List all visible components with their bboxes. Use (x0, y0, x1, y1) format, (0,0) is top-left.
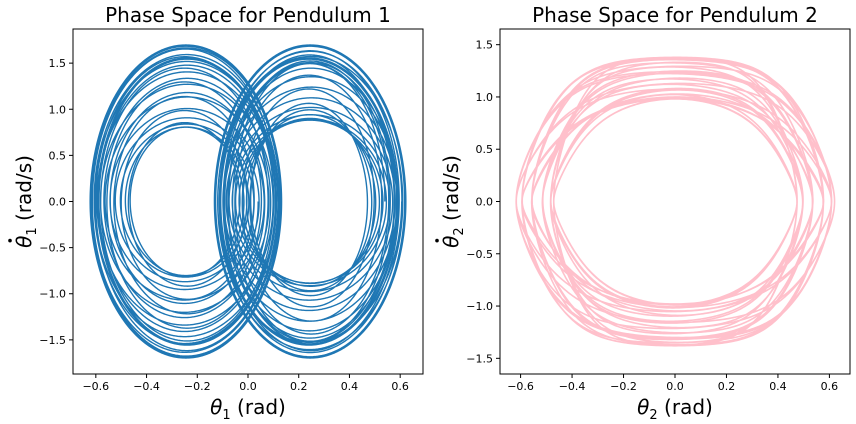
x-tick-label: 0.2 (718, 380, 736, 393)
x-label-symbol: θ (637, 395, 649, 419)
series-line-2 (90, 45, 282, 358)
outer-orbit-2 (89, 44, 283, 359)
x-tick-label: 0.2 (290, 380, 308, 393)
y-axis-label: θ2 (rad/s) (435, 155, 467, 248)
x-label-symbol: θ (210, 395, 222, 419)
y-axis-label: θ1 (rad/s) (8, 155, 40, 248)
y-label-unit: (rad/s) (12, 155, 36, 227)
y-tick-label: −1.5 (466, 352, 493, 365)
y-label-sub: 2 (452, 227, 467, 235)
x-tick-label: 0.6 (821, 380, 839, 393)
y-label-dot (435, 238, 439, 243)
x-tick-label: −0.6 (82, 380, 109, 393)
y-tick-label: 1.5 (49, 57, 67, 70)
x-tick-label: −0.4 (133, 380, 160, 393)
series-curves (515, 56, 836, 347)
y-label-symbol: θ (439, 236, 463, 248)
y-axis-label-text: θ1 (rad/s) (12, 155, 40, 248)
outer-orbit-4 (97, 57, 278, 346)
x-tick-label: −0.6 (507, 380, 534, 393)
y-tick-label: 0.0 (476, 196, 494, 209)
series-curves (89, 44, 407, 359)
y-tick-label: −1.0 (466, 300, 493, 313)
y-tick-label: 1.5 (476, 39, 494, 52)
chart-title: Phase Space for Pendulum 1 (105, 3, 391, 27)
x-label-sub: 2 (649, 408, 657, 423)
x-tick-label: 0.6 (391, 380, 409, 393)
y-tick-label: 1.0 (476, 91, 494, 104)
y-label-sub: 1 (25, 227, 40, 235)
x-tick-label: 0.4 (341, 380, 359, 393)
x-axis-label: θ2 (rad) (637, 395, 713, 423)
x-tick-label: 0.4 (769, 380, 787, 393)
panel-1: −0.6 −0.4 −0.2 0.0 0.2 0.4 0.6 −1.5 −1.0 −0.5 0.0 0… (8, 3, 424, 423)
y-label-unit: (rad/s) (439, 155, 463, 227)
series-line-1 (515, 56, 836, 347)
x-axis-label: θ1 (rad) (210, 395, 286, 423)
outer-orbit-3 (218, 57, 399, 346)
panel-2: −0.6 −0.4 −0.2 0.0 0.2 0.4 0.6 −1.5 −1.0 −0.5 0.0 0… (435, 3, 851, 423)
y-tick-label: 0.5 (49, 149, 67, 162)
y-label-dot (8, 238, 12, 243)
outer-orbit-1 (213, 44, 407, 359)
y-tick-label: −1.0 (39, 288, 66, 301)
x-tick-label: −0.4 (559, 380, 586, 393)
x-label-sub: 1 (222, 408, 230, 423)
y-axis-label-text: θ2 (rad/s) (439, 155, 467, 248)
x-label-unit: (rad) (231, 395, 286, 419)
y-tick-label: 1.0 (49, 103, 67, 116)
x-tick-label: −0.2 (610, 380, 637, 393)
y-tick-label: −0.5 (39, 242, 66, 255)
x-tick-label: −0.2 (184, 380, 211, 393)
x-tick-label: 0.0 (239, 380, 257, 393)
y-tick-label: −1.5 (39, 334, 66, 347)
y-tick-label: −0.5 (466, 248, 493, 261)
y-tick-label: 0.5 (476, 143, 494, 156)
y-tick-label: 0.0 (49, 196, 67, 209)
y-label-symbol: θ (12, 236, 36, 248)
chart-title: Phase Space for Pendulum 2 (532, 3, 818, 27)
x-tick-label: 0.0 (666, 380, 684, 393)
x-label-unit: (rad) (658, 395, 713, 419)
